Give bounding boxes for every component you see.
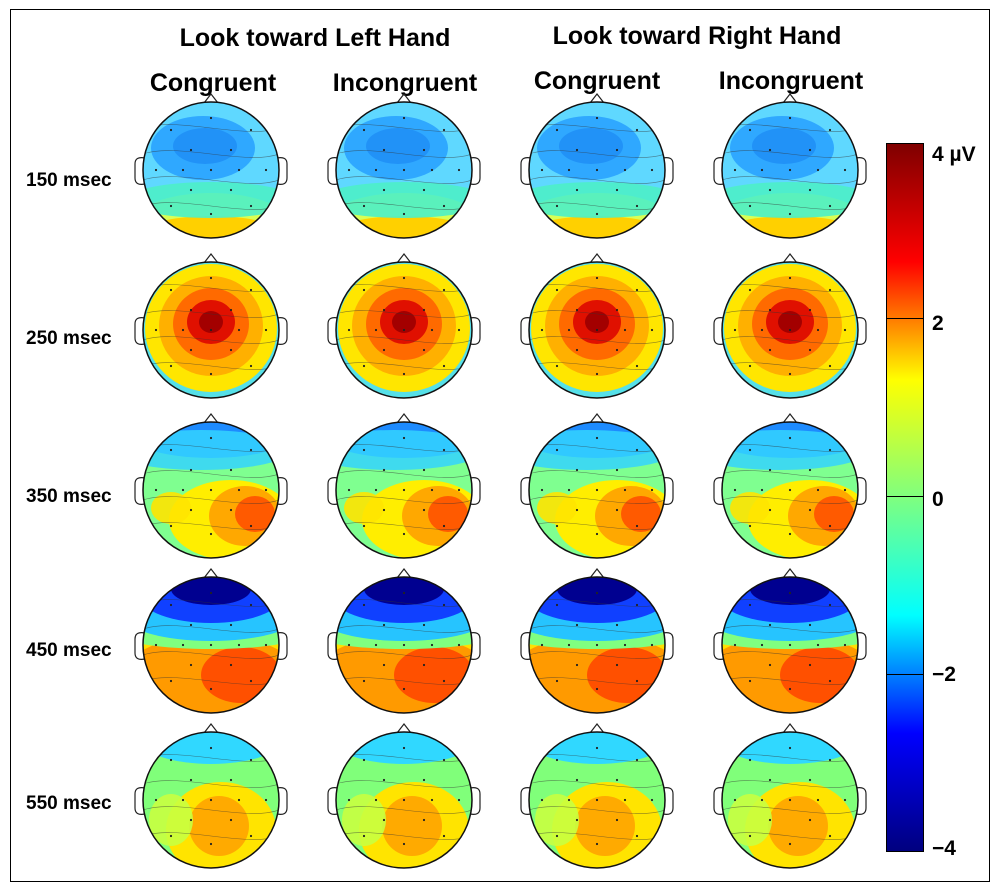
colorbar-label-min: −4 (932, 837, 956, 860)
column-title-right-congruent: Congruent (533, 67, 661, 95)
row-label-450: 450 msec (26, 640, 112, 661)
colorbar-label-2: 2 (932, 312, 944, 335)
colorbar-tick (886, 674, 924, 675)
colorbar (886, 143, 924, 852)
column-title-left-congruent: Congruent (149, 69, 277, 97)
colorbar-label-neg2: −2 (932, 663, 956, 686)
topomap: Right Hand Incongruent 250 msec (713, 253, 867, 399)
topomap: Right Hand Incongruent 150 msec (713, 93, 867, 239)
topomap: Left Hand Incongruent 450 msec (327, 568, 481, 714)
topomap: Left Hand Congruent 250 msec (134, 253, 288, 399)
figure-frame (10, 9, 990, 882)
colorbar-label-max: 4 µV (932, 143, 976, 166)
topomap: Left Hand Congruent 150 msec (134, 93, 288, 239)
colorbar-label-0: 0 (932, 488, 944, 511)
topomap: Right Hand Incongruent 550 msec (713, 723, 867, 869)
topomap: Right Hand Congruent 550 msec (520, 723, 674, 869)
group-title-left-hand: Look toward Left Hand (179, 24, 451, 52)
topomap: Left Hand Incongruent 150 msec (327, 93, 481, 239)
topomap: Right Hand Incongruent 450 msec (713, 568, 867, 714)
colorbar-tick (886, 496, 924, 497)
topomap: Right Hand Congruent 150 msec (520, 93, 674, 239)
topomap: Left Hand Congruent 450 msec (134, 568, 288, 714)
row-label-150: 150 msec (26, 170, 112, 191)
topomap: Left Hand Congruent 350 msec (134, 413, 288, 559)
colorbar-tick (886, 318, 924, 319)
topomap: Right Hand Congruent 350 msec (520, 413, 674, 559)
group-title-right-hand: Look toward Right Hand (552, 22, 842, 50)
row-label-250: 250 msec (26, 328, 112, 349)
topomap: Right Hand Congruent 450 msec (520, 568, 674, 714)
topomap: Right Hand Congruent 250 msec (520, 253, 674, 399)
topomap: Left Hand Incongruent 550 msec (327, 723, 481, 869)
topomap: Right Hand Incongruent 350 msec (713, 413, 867, 559)
row-label-350: 350 msec (26, 486, 112, 507)
column-title-right-incongruent: Incongruent (718, 67, 864, 95)
column-title-left-incongruent: Incongruent (332, 69, 478, 97)
topomap: Left Hand Incongruent 250 msec (327, 253, 481, 399)
row-label-550: 550 msec (26, 793, 112, 814)
topomap: Left Hand Incongruent 350 msec (327, 413, 481, 559)
topomap: Left Hand Congruent 550 msec (134, 723, 288, 869)
